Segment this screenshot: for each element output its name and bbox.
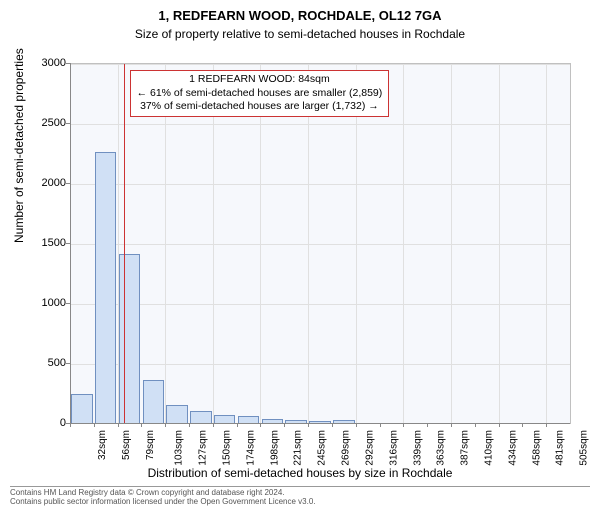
xtick-label: 103sqm xyxy=(174,430,185,466)
ytick-label: 2500 xyxy=(26,117,66,129)
xtick-label: 316sqm xyxy=(388,430,399,466)
xtick-label: 458sqm xyxy=(531,430,542,466)
reference-line xyxy=(124,64,125,424)
xtick-label: 150sqm xyxy=(222,430,233,466)
annotation-box: 1 REDFEARN WOOD: 84sqm← 61% of semi-deta… xyxy=(130,70,390,117)
annotation-line: ← 61% of semi-detached houses are smalle… xyxy=(137,87,383,101)
annotation-line: 1 REDFEARN WOOD: 84sqm xyxy=(137,73,383,87)
xtick-label: 79sqm xyxy=(145,430,156,460)
chart-subtitle: Size of property relative to semi-detach… xyxy=(0,27,600,41)
xtick-label: 387sqm xyxy=(460,430,471,466)
xtick-label: 32sqm xyxy=(97,430,108,460)
xtick-label: 434sqm xyxy=(507,430,518,466)
plot-area: 1 REDFEARN WOOD: 84sqm← 61% of semi-deta… xyxy=(70,63,571,424)
ytick-label: 2000 xyxy=(26,177,66,189)
footer-line2: Contains public sector information licen… xyxy=(10,498,590,507)
xtick-label: 410sqm xyxy=(484,430,495,466)
xtick-label: 269sqm xyxy=(341,430,352,466)
annotation-line: 37% of semi-detached houses are larger (… xyxy=(137,100,383,114)
xtick-label: 339sqm xyxy=(412,430,423,466)
x-axis-label: Distribution of semi-detached houses by … xyxy=(0,466,600,480)
bar xyxy=(166,405,187,424)
xtick-label: 56sqm xyxy=(121,430,132,460)
footer-attribution: Contains HM Land Registry data © Crown c… xyxy=(10,486,590,507)
ytick-label: 0 xyxy=(26,417,66,429)
bar xyxy=(143,380,164,424)
x-axis xyxy=(70,423,570,424)
y-axis xyxy=(70,63,71,423)
bar xyxy=(95,152,116,424)
bar xyxy=(71,394,92,424)
ytick-label: 1500 xyxy=(26,237,66,249)
xtick-label: 174sqm xyxy=(245,430,256,466)
xtick-label: 505sqm xyxy=(579,430,590,466)
xtick-label: 363sqm xyxy=(436,430,447,466)
ytick-label: 1000 xyxy=(26,297,66,309)
ytick-label: 500 xyxy=(26,357,66,369)
xtick-label: 481sqm xyxy=(555,430,566,466)
bar xyxy=(119,254,140,424)
xtick-label: 221sqm xyxy=(293,430,304,466)
chart-title: 1, REDFEARN WOOD, ROCHDALE, OL12 7GA xyxy=(0,8,600,23)
xtick-label: 245sqm xyxy=(317,430,328,466)
xtick-label: 292sqm xyxy=(364,430,375,466)
xtick-label: 198sqm xyxy=(269,430,280,466)
y-axis-label: Number of semi-detached properties xyxy=(12,48,26,243)
ytick-label: 3000 xyxy=(26,57,66,69)
xtick-label: 127sqm xyxy=(198,430,209,466)
